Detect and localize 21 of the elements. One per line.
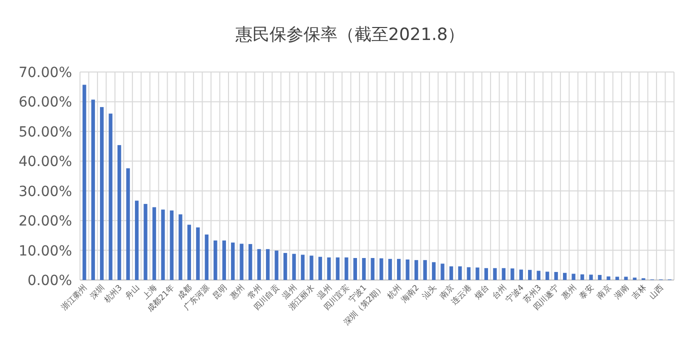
ytick-label: 50.00% [18,124,72,140]
xtick-label: 吉林 [630,283,648,301]
xtick-label: 南京 [595,283,613,301]
xtick-label: 湖南 [612,283,630,301]
ytick-label: 0.00% [28,273,72,289]
xtick-label: 惠州 [228,283,246,301]
ytick-label: 60.00% [18,94,72,111]
xtick-label: 汕头 [420,283,438,301]
ytick-label: 30.00% [18,184,72,200]
xtick-label: 泰安 [578,283,596,301]
xtick-label: 舟山 [124,283,142,301]
ytick-label: 70.00% [18,65,72,81]
ytick-label: 40.00% [18,154,72,170]
xtick-label: 烟台 [472,283,491,301]
title: 惠民保参保率（截至2021.8） [235,25,465,45]
xtick-label: 惠州 [560,283,578,301]
ytick-label: 10.00% [18,243,72,260]
xtick-label: 山西 [648,283,666,301]
ytick-label: 20.00% [18,214,72,230]
xtick-label: 昆明 [210,283,229,301]
xtick-label: 海南2 [399,283,421,304]
